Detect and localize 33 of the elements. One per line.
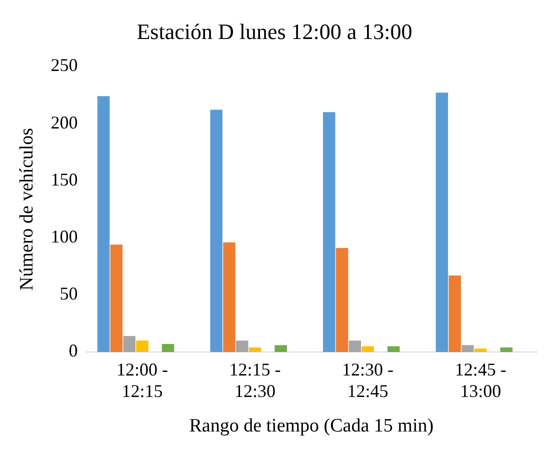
bar xyxy=(323,112,336,352)
bar xyxy=(436,92,448,352)
y-axis-title: Número de vehículos xyxy=(16,128,38,290)
x-tick-label: 12:00 - 12:15 xyxy=(116,360,168,402)
y-tick-label: 100 xyxy=(50,226,78,246)
x-tick-label: 12:45 - 13:00 xyxy=(454,360,506,402)
bar xyxy=(97,96,110,352)
bar xyxy=(210,110,222,352)
x-axis-title: Rango de tiempo (Cada 15 min) xyxy=(189,416,434,437)
bar xyxy=(474,348,487,352)
y-tick-label: 0 xyxy=(68,340,78,361)
bar xyxy=(362,346,374,352)
bar xyxy=(274,345,287,352)
bar xyxy=(448,275,461,352)
chart-title: Estación D lunes 12:00 a 13:00 xyxy=(136,18,412,44)
bar xyxy=(136,340,148,352)
bar xyxy=(236,340,248,352)
bar xyxy=(336,248,348,352)
bar xyxy=(123,336,136,352)
x-tick-label: 12:15 - 12:30 xyxy=(229,360,281,402)
bar xyxy=(248,347,262,352)
y-tick-label: 50 xyxy=(60,284,78,304)
bar xyxy=(387,346,400,352)
bar xyxy=(110,244,123,352)
bar xyxy=(462,345,474,352)
y-tick-label: 150 xyxy=(50,169,78,190)
x-tick-label: 12:30 - 12:45 xyxy=(342,360,394,402)
bar xyxy=(348,340,362,352)
bar xyxy=(223,242,236,352)
bar xyxy=(162,344,174,352)
y-tick-label: 200 xyxy=(50,112,78,132)
y-tick-label: 250 xyxy=(50,55,78,76)
bar xyxy=(500,347,513,352)
